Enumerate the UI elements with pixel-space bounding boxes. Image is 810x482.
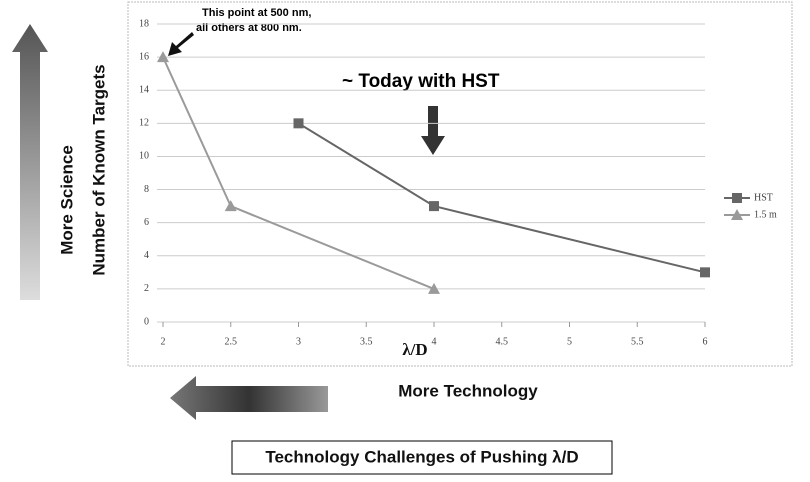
side-label: More Technology [398,381,538,400]
y-tick-label: 2 [144,283,149,294]
x-tick-label: 6 [703,336,708,347]
y-tick-label: 12 [139,118,149,129]
y-tick-label: 14 [139,85,149,96]
marker [224,200,237,212]
caption: Technology Challenges of Pushing λ/D [265,447,578,466]
marker [157,51,169,63]
left-arrow [170,376,328,420]
legend-label: HST [754,192,773,203]
marker [700,267,710,278]
y-tick-label: 18 [139,18,149,29]
marker [428,282,440,294]
chart-frame [127,1,793,367]
annotation: all others at 800 nm. [196,22,302,34]
x-tick-label: 5 [567,336,572,347]
x-tick-label: 2.5 [225,336,238,347]
legend-marker [732,193,742,203]
x-tick-label: 3.5 [360,336,373,347]
y-tick-label: 16 [139,51,149,62]
y-tick-label: 10 [139,151,149,162]
y-tick-label: 4 [144,250,149,261]
legend-label: 1.5 m [754,209,777,220]
y-tick-label: 6 [144,217,149,228]
x-tick-label: 4 [432,336,437,347]
caption-box [231,440,613,475]
x-tick-label: 3 [296,336,301,347]
up-arrow [12,24,48,300]
y-tick-label: 0 [144,316,149,327]
marker [293,118,304,129]
x-tick-label: 2 [161,336,166,347]
annotation: This point at 500 nm, [202,7,311,19]
marker [429,201,439,212]
series-line [297,122,706,274]
x-axis-label: λ/D [402,340,427,359]
down-arrow [421,106,445,155]
x-tick-label: 5.5 [631,336,644,347]
side-label: More Science [57,145,76,255]
annotation: ~ Today with HST [342,71,500,92]
y-axis-label: Number of Known Targets [89,64,108,275]
legend-marker [731,209,743,220]
y-tick-label: 8 [144,184,149,195]
pointer-arrow [168,32,194,56]
x-tick-label: 4.5 [496,336,509,347]
